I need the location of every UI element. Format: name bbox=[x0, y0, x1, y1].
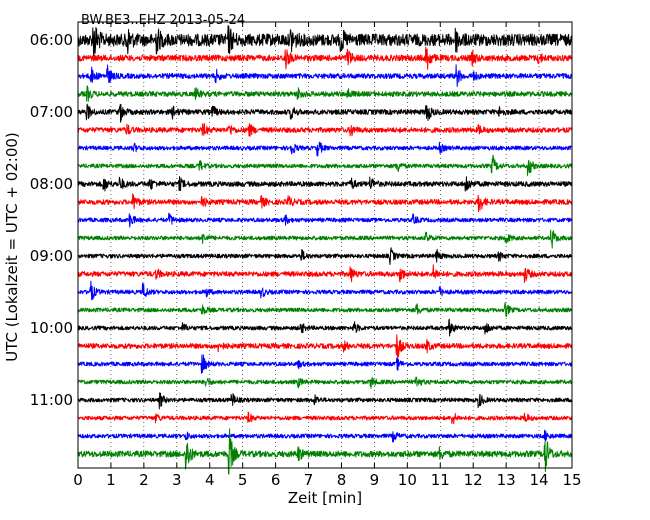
trace-1115 bbox=[77, 411, 573, 425]
trace-0915 bbox=[77, 264, 573, 283]
trace-0715 bbox=[77, 123, 573, 137]
x-tick-label: 2 bbox=[139, 471, 149, 489]
trace-group bbox=[77, 24, 573, 475]
trace-0815 bbox=[77, 193, 573, 212]
x-axis-label: Zeit [min] bbox=[288, 489, 362, 507]
x-tick-label: 1 bbox=[106, 471, 116, 489]
trace-0630 bbox=[77, 64, 573, 87]
x-tick-label: 11 bbox=[431, 471, 450, 489]
trace-1045 bbox=[77, 376, 573, 389]
trace-0845 bbox=[77, 229, 573, 249]
x-tick-label: 8 bbox=[337, 471, 347, 489]
trace-0645 bbox=[77, 85, 573, 102]
x-tick-label: 13 bbox=[497, 471, 516, 489]
trace-0745 bbox=[77, 154, 573, 176]
x-tick-label: 9 bbox=[370, 471, 380, 489]
x-tick-label: 3 bbox=[172, 471, 182, 489]
trace-1030 bbox=[77, 354, 573, 374]
x-tick-label: 10 bbox=[398, 471, 417, 489]
trace-0945 bbox=[77, 302, 573, 317]
trace-0615 bbox=[77, 46, 573, 70]
y-tick-label: 09:00 bbox=[30, 247, 73, 265]
x-tick-label: 14 bbox=[530, 471, 549, 489]
trace-0600 bbox=[77, 24, 573, 57]
trace-1000 bbox=[77, 318, 573, 337]
x-tick-label: 4 bbox=[205, 471, 215, 489]
trace-1145 bbox=[77, 428, 573, 475]
x-tick-label: 0 bbox=[73, 471, 83, 489]
chart-title: BW.BE3..EHZ 2013-05-24 bbox=[81, 13, 245, 28]
y-tick-label: 08:00 bbox=[30, 175, 73, 193]
y-tick-label: 06:00 bbox=[30, 31, 73, 49]
trace-0830 bbox=[77, 212, 573, 228]
y-axis: 06:00 07:00 08:00 09:00 10:00 11:00 bbox=[30, 31, 572, 409]
x-tick-label: 12 bbox=[464, 471, 483, 489]
trace-0730 bbox=[77, 141, 573, 157]
x-tick-label: 6 bbox=[271, 471, 281, 489]
x-tick-label: 15 bbox=[562, 471, 581, 489]
trace-0900 bbox=[77, 247, 573, 265]
x-tick-label: 5 bbox=[238, 471, 248, 489]
trace-1100 bbox=[77, 392, 573, 410]
trace-0800 bbox=[77, 176, 573, 192]
trace-0700 bbox=[77, 103, 573, 123]
y-tick-label: 10:00 bbox=[30, 319, 73, 337]
y-tick-label: 07:00 bbox=[30, 103, 73, 121]
trace-1015 bbox=[77, 334, 573, 358]
trace-0930 bbox=[77, 280, 573, 301]
x-tick-label: 7 bbox=[304, 471, 314, 489]
trace-1130 bbox=[77, 429, 573, 443]
y-axis-label: UTC (Lokalzeit = UTC + 02:00) bbox=[3, 132, 21, 362]
y-tick-label: 11:00 bbox=[30, 391, 73, 409]
plot-frame bbox=[77, 21, 573, 469]
x-axis: 0 1 2 3 4 5 6 7 8 9 10 11 12 13 14 15 bbox=[73, 22, 582, 489]
